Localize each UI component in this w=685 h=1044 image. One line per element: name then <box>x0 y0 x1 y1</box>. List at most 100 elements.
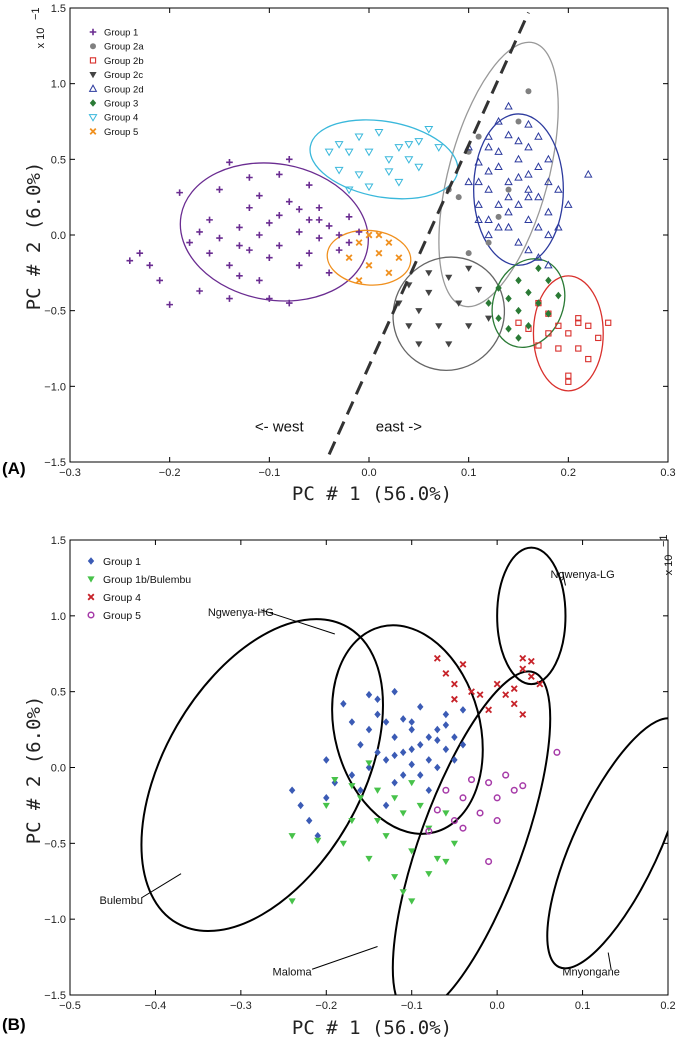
point-group-1 <box>295 261 303 269</box>
legend-marker-group-2b <box>89 57 97 64</box>
legend-label-group-3: Group 3 <box>104 99 138 110</box>
point-group-4 <box>324 148 334 157</box>
point-b-group-1 <box>374 695 381 704</box>
point-group-2c <box>435 323 443 330</box>
point-b-group-5 <box>450 817 458 825</box>
point-group-3 <box>535 264 542 273</box>
point-group-4 <box>354 133 364 142</box>
point-group-2d <box>544 177 553 186</box>
point-group-2d <box>584 169 593 178</box>
point-b-group-1b-bulembu <box>408 848 416 855</box>
point-group-1 <box>285 198 293 206</box>
point-b-group-1b-bulembu <box>416 802 424 810</box>
panel-b-xtick-label: −0.3 <box>230 1000 252 1012</box>
point-b-group-1 <box>391 751 398 760</box>
point-group-2d <box>494 222 503 231</box>
point-group-2d <box>544 207 553 216</box>
point-group-4 <box>404 141 414 149</box>
point-group-2d <box>514 136 523 145</box>
point-group-2d <box>564 200 573 208</box>
point-b-group-5 <box>519 782 527 790</box>
point-group-2d <box>534 253 543 261</box>
point-b-group-5 <box>553 748 561 756</box>
point-b-group-5 <box>493 817 501 825</box>
legend-label-group-2c: Group 2c <box>104 70 143 81</box>
point-group-2c <box>445 341 453 348</box>
point-group-2b <box>565 378 572 385</box>
legend-b-label-group-4: Group 4 <box>103 592 141 604</box>
point-b-group-1b-bulembu <box>348 783 356 790</box>
point-group-3 <box>515 276 522 285</box>
point-group-4 <box>414 163 424 172</box>
panel-a-ytick-label: 1.0 <box>51 79 66 91</box>
panel-b-scale-text: x 10 <box>663 555 675 576</box>
point-b-group-1b-bulembu <box>331 777 339 784</box>
point-group-2c <box>425 289 433 297</box>
point-group-3 <box>545 276 552 285</box>
annotation-east: east -> <box>376 419 423 436</box>
point-group-1 <box>256 231 263 239</box>
point-b-group-1 <box>408 760 415 769</box>
legend-b-marker-group-1 <box>87 557 95 565</box>
legend-marker-group-2a <box>90 43 96 50</box>
point-b-group-1 <box>323 794 330 802</box>
panel-a-xtick-label: −0.1 <box>258 467 280 479</box>
point-group-1 <box>156 277 163 284</box>
point-group-1 <box>226 295 233 302</box>
point-b-group-4 <box>502 691 510 699</box>
point-b-group-1b-bulembu <box>373 787 382 794</box>
point-group-2b <box>565 372 572 379</box>
point-b-group-1 <box>297 801 304 810</box>
point-group-2a <box>525 88 532 95</box>
point-group-2d <box>504 192 513 201</box>
point-group-4 <box>374 128 384 137</box>
point-group-2d <box>524 215 533 223</box>
point-group-1 <box>226 159 233 166</box>
panel-b-ylabel: PC # 2 (6.0%) <box>23 696 45 845</box>
point-group-4 <box>364 148 374 157</box>
point-group-1 <box>206 249 213 257</box>
point-group-2d <box>524 119 533 128</box>
point-group-2a <box>465 250 472 257</box>
panel-a-content: <- west east -> <box>126 11 612 456</box>
point-group-4 <box>334 166 344 175</box>
point-group-4 <box>394 178 404 187</box>
legend-label-group-4: Group 4 <box>104 113 138 124</box>
legend-b-marker-group-5 <box>87 611 95 619</box>
point-b-group-1 <box>391 687 398 696</box>
region-label-ngwenya-lg: Ngwenya-LG <box>550 569 614 581</box>
point-b-group-1 <box>459 706 467 714</box>
point-b-group-1 <box>288 786 296 795</box>
panel-b-xtick-label: 0.1 <box>575 1000 590 1012</box>
point-group-1 <box>276 212 283 219</box>
point-group-2d <box>464 177 473 186</box>
point-group-3 <box>555 291 562 300</box>
point-group-2d <box>494 116 503 125</box>
point-group-1 <box>246 204 253 212</box>
point-b-group-5 <box>442 786 450 794</box>
point-b-group-1b-bulembu <box>442 858 450 866</box>
point-group-1 <box>315 204 323 212</box>
point-b-group-1 <box>348 718 356 726</box>
leader-line-ngwenya-lg <box>562 571 566 586</box>
point-group-1 <box>285 299 293 307</box>
point-group-5 <box>355 239 363 247</box>
point-group-2c <box>415 341 423 348</box>
point-group-2d <box>504 130 513 139</box>
legend-marker-group-5 <box>89 127 97 135</box>
point-b-group-1b-bulembu <box>348 817 356 825</box>
point-b-group-1 <box>314 831 321 840</box>
point-group-2b <box>555 345 562 352</box>
panel-a-xtick-label: −0.3 <box>59 467 81 479</box>
point-group-4 <box>434 144 444 152</box>
point-b-group-4 <box>510 700 518 708</box>
point-b-group-5 <box>459 824 467 832</box>
point-b-group-1b-bulembu <box>391 795 399 802</box>
point-group-1 <box>325 269 333 277</box>
legend-marker-group-1 <box>89 28 97 36</box>
point-b-group-4 <box>433 654 441 662</box>
east-west-divider-line <box>327 11 530 456</box>
point-group-2d <box>474 177 483 186</box>
panel-a-scale-exp: −1 <box>30 7 42 20</box>
